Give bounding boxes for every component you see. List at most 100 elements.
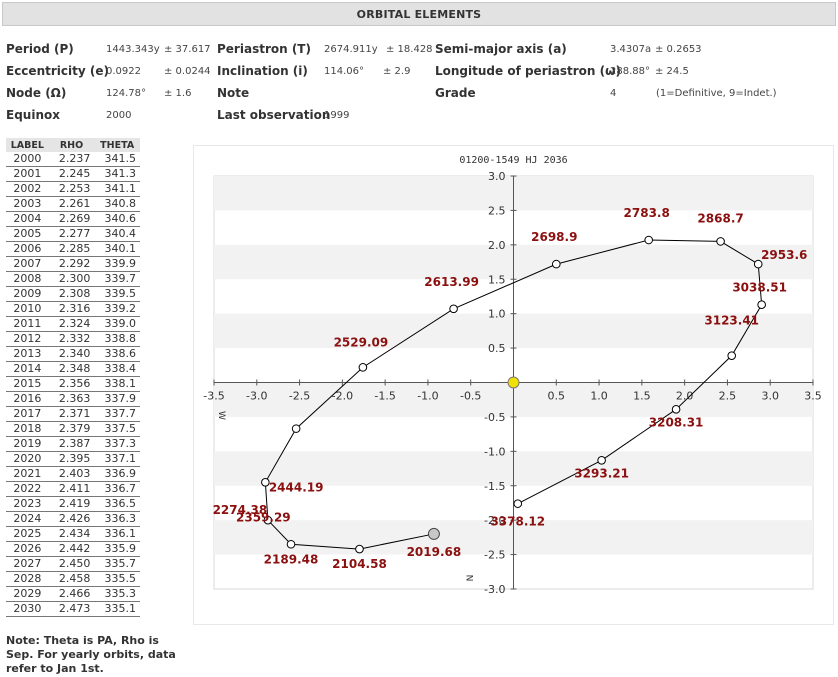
cell-theta: 335.7 [94,556,140,572]
current-position-marker [427,527,440,540]
orbit-epoch-label: 2019.68 [407,545,462,559]
cell-rho: 2.419 [48,496,95,512]
cell-theta: 340.1 [94,241,140,257]
cell-label: 2017 [6,406,49,422]
cell-label: 2020 [6,451,49,467]
cell-label: 2007 [6,256,49,272]
x-tick-label: 2.0 [676,390,694,403]
cell-rho: 2.253 [48,181,95,197]
orbit-epoch-label: 2104.58 [332,557,387,571]
y-tick-label: -2.0 [484,514,505,527]
cell-label: 2015 [6,376,49,392]
orbit-epoch-label: 3378.12 [490,515,545,529]
table-row: 2021 2.403 336.9 [6,466,140,482]
longitude-value: 288.88° [610,66,650,77]
cell-theta: 335.3 [94,586,140,602]
cell-rho: 2.316 [48,301,95,317]
cell-label: 2023 [6,496,49,512]
cell-rho: 2.285 [48,241,95,257]
orbit-epoch-label: 2783.8 [624,206,670,220]
column-header-theta: THETA [94,138,140,152]
cell-rho: 2.442 [48,541,95,557]
x-tick-label: 3.0 [761,390,779,403]
cell-rho: 2.363 [48,391,95,407]
semimajor-label: Semi-major axis (a) [435,42,567,56]
cell-rho: 2.340 [48,346,95,362]
table-row: 2023 2.419 336.5 [6,496,140,512]
y-axis-label: N [464,575,474,582]
cell-theta: 336.9 [94,466,140,482]
table-row: 2020 2.395 337.1 [6,451,140,467]
cell-label: 2018 [6,421,49,437]
cell-label: 2000 [6,152,49,167]
table-row: 2011 2.324 339.0 [6,316,140,332]
y-tick-label: 1.0 [488,308,506,321]
cell-rho: 2.434 [48,526,95,542]
cell-theta: 337.1 [94,451,140,467]
orbit-epoch-label: 2868.7 [697,211,743,225]
x-tick-label: -0.5 [460,390,481,403]
table-row: 2030 2.473 335.1 [6,601,140,617]
cell-theta: 341.1 [94,181,140,197]
table-row: 2028 2.458 335.5 [6,571,140,587]
cell-rho: 2.450 [48,556,95,572]
x-tick-label: -2.5 [289,390,310,403]
orbit-epoch-label: 2444.19 [269,481,324,495]
table-row: 2010 2.316 339.2 [6,301,140,317]
table-row: 2016 2.363 337.9 [6,391,140,407]
last-observation-label: Last observation [217,108,331,122]
periastron-label: Periastron (T) [217,42,311,56]
y-tick-label: -1.5 [484,480,505,493]
cell-rho: 2.371 [48,406,95,422]
cell-rho: 2.324 [48,316,95,332]
cell-theta: 335.9 [94,541,140,557]
cell-rho: 2.348 [48,361,95,377]
cell-label: 2011 [6,316,49,332]
cell-label: 2024 [6,511,49,527]
column-header-rho: RHO [48,138,95,152]
orbit-epoch-label: 2189.48 [264,552,319,566]
orbit-point [291,424,301,433]
cell-theta: 336.1 [94,526,140,542]
longitude-error: ± 24.5 [655,66,689,77]
cell-theta: 335.5 [94,571,140,587]
period-error: ± 37.617 [164,44,211,55]
primary-star-marker [507,376,520,389]
equinox-label: Equinox [6,108,60,122]
cell-label: 2012 [6,331,49,347]
cell-label: 2019 [6,436,49,452]
semimajor-error: ± 0.2653 [655,44,702,55]
cell-rho: 2.395 [48,451,95,467]
cell-theta: 337.9 [94,391,140,407]
grade-description: (1=Definitive, 9=Indet.) [656,88,777,99]
x-axis-label: W [216,411,226,420]
cell-theta: 339.0 [94,316,140,332]
cell-rho: 2.245 [48,166,95,182]
cell-theta: 337.5 [94,421,140,437]
cell-rho: 2.473 [48,601,95,617]
eccentricity-label: Eccentricity (e) [6,64,109,78]
cell-rho: 2.356 [48,376,95,392]
cell-theta: 338.6 [94,346,140,362]
cell-rho: 2.292 [48,256,95,272]
x-tick-label: -3.0 [246,390,267,403]
table-row: 2025 2.434 336.1 [6,526,140,542]
cell-label: 2016 [6,391,49,407]
orbit-point [597,455,606,465]
orbit-point [263,515,273,525]
table-row: 2027 2.450 335.7 [6,556,140,572]
cell-rho: 2.387 [48,436,95,452]
orbit-point [757,300,766,310]
orbit-point [513,499,523,508]
cell-theta: 336.3 [94,511,140,527]
cell-theta: 338.1 [94,376,140,392]
cell-theta: 340.6 [94,211,140,227]
table-row: 2018 2.379 337.5 [6,421,140,437]
y-tick-label: -0.5 [484,411,505,424]
x-tick-label: -1.0 [417,390,438,403]
orbit-epoch-label: 3038.51 [732,281,787,295]
cell-label: 2021 [6,466,49,482]
ephemeris-table: LABEL RHO THETA 2000 2.237 341.5 2001 2.245 341… [6,138,140,617]
panel-title: ORBITAL ELEMENTS [2,2,836,26]
longitude-label: Longitude of periastron (ω) [435,64,621,78]
